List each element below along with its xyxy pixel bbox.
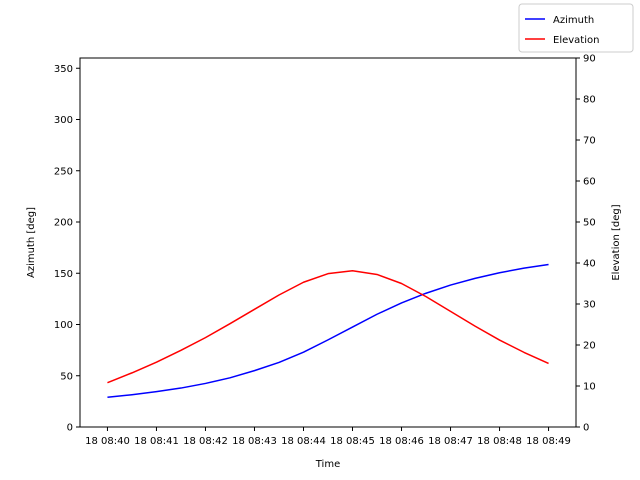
legend-label: Elevation [553, 35, 599, 46]
y-tick-label-right: 70 [583, 136, 596, 147]
y-tick-label-left: 300 [54, 115, 73, 126]
y-tick-label-left: 350 [54, 64, 73, 75]
y-tick-label-left: 250 [54, 166, 73, 177]
y-tick-label-right: 0 [583, 423, 589, 434]
x-tick-label: 18 08:41 [134, 436, 179, 447]
x-tick-label: 18 08:47 [428, 436, 473, 447]
y-ticks-right: 0 10 20 30 40 50 60 70 80 90 [576, 54, 596, 434]
legend: Azimuth Elevation [518, 3, 634, 53]
y-tick-label-right: 90 [583, 54, 596, 65]
y-axis-label-left: Azimuth [deg] [26, 207, 37, 278]
y-tick-label-left: 200 [54, 218, 73, 229]
series-line-elevation [107, 270, 549, 384]
y-tick-label-right: 20 [583, 341, 596, 352]
x-tick-label: 18 08:42 [183, 436, 228, 447]
x-tick-label: 18 08:40 [85, 436, 130, 447]
legend-label: Azimuth [553, 15, 594, 26]
x-tick-label: 18 08:48 [477, 436, 522, 447]
series-line-azimuth [107, 263, 549, 399]
y-tick-label-right: 60 [583, 177, 596, 188]
y-tick-label-right: 40 [583, 259, 596, 270]
y-axis-label-right: Elevation [deg] [611, 204, 622, 280]
y-tick-label-right: 10 [583, 382, 596, 393]
y-tick-label-right: 80 [583, 95, 596, 106]
x-tick-label: 18 08:45 [330, 436, 375, 447]
x-ticks: 18 08:40 18 08:41 18 08:42 18 08:43 18 08:44… [85, 427, 571, 447]
y-tick-label-right: 30 [583, 300, 596, 311]
x-tick-label: 18 08:49 [526, 436, 571, 447]
y-tick-label-left: 0 [67, 423, 73, 434]
y-ticks-left: 0 50 100 150 200 250 300 350 [54, 64, 80, 434]
plot-lines [107, 263, 549, 399]
y-tick-label-left: 100 [54, 320, 73, 331]
x-tick-label: 18 08:44 [281, 436, 326, 447]
legend-box [518, 3, 634, 53]
x-tick-label: 18 08:46 [379, 436, 424, 447]
x-axis-label: Time [315, 459, 340, 470]
y-tick-label-left: 50 [60, 371, 73, 382]
y-tick-label-right: 50 [583, 218, 596, 229]
axes-frame [79, 57, 577, 428]
x-tick-label: 18 08:43 [232, 436, 277, 447]
y-tick-label-left: 150 [54, 269, 73, 280]
